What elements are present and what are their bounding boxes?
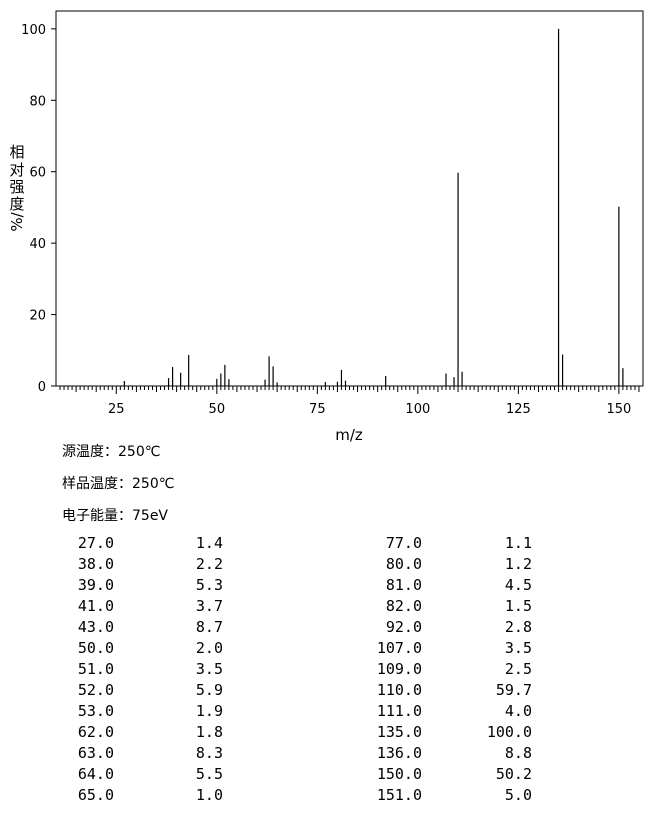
table-row: 65.0 1.0 151.0 5.0 — [0, 786, 652, 807]
table-row: 43.0 8.7 92.0 2.8 — [0, 618, 652, 639]
right-mz-cell: 77.0 — [385, 534, 422, 552]
y-axis-title-char: 对 — [9, 161, 24, 179]
minor-ticks — [59, 386, 640, 394]
right-mz-cell: 81.0 — [385, 576, 422, 594]
right-intensity-cell: 1.1 — [504, 534, 532, 552]
x-tick-label: 125 — [506, 402, 531, 417]
left-intensity-cell: 3.7 — [195, 597, 223, 615]
y-axis-ticks: 0 20 40 60 80 100 — [21, 23, 56, 395]
table-row: 64.0 5.5 150.0 50.2 — [0, 765, 652, 786]
right-mz-cell: 136.0 — [376, 744, 422, 762]
left-intensity-cell: 2.0 — [195, 639, 223, 657]
x-tick-label: 75 — [309, 402, 326, 417]
table-row: 27.0 1.4 77.0 1.1 — [0, 534, 652, 555]
right-intensity-cell: 5.0 — [504, 786, 532, 804]
left-mz-cell: 50.0 — [77, 639, 114, 657]
y-axis-title-unit: %/ — [8, 211, 26, 231]
peak-bars — [123, 28, 624, 386]
x-tick-label: 100 — [405, 402, 430, 417]
table-row: 51.0 3.5 109.0 2.5 — [0, 660, 652, 681]
right-mz-cell: 82.0 — [385, 597, 422, 615]
y-axis-title-char: 强 — [9, 178, 24, 196]
left-intensity-cell: 5.9 — [195, 681, 223, 699]
table-row: 62.0 1.8 135.0 100.0 — [0, 723, 652, 744]
table-row: 52.0 5.9 110.0 59.7 — [0, 681, 652, 702]
table-row: 41.0 3.7 82.0 1.5 — [0, 597, 652, 618]
right-intensity-cell: 50.2 — [495, 765, 532, 783]
x-axis-title: m/z — [335, 426, 363, 444]
right-intensity-cell: 4.0 — [504, 702, 532, 720]
table-row: 53.0 1.9 111.0 4.0 — [0, 702, 652, 723]
table-row: 63.0 8.3 136.0 8.8 — [0, 744, 652, 765]
left-mz-cell: 39.0 — [77, 576, 114, 594]
table-row: 39.0 5.3 81.0 4.5 — [0, 576, 652, 597]
right-intensity-cell: 4.5 — [504, 576, 532, 594]
x-tick-label: 50 — [209, 402, 226, 417]
left-mz-cell: 38.0 — [77, 555, 114, 573]
left-mz-cell: 53.0 — [77, 702, 114, 720]
left-mz-cell: 64.0 — [77, 765, 114, 783]
left-intensity-cell: 8.3 — [195, 744, 223, 762]
left-mz-cell: 52.0 — [77, 681, 114, 699]
right-mz-cell: 110.0 — [376, 681, 422, 699]
right-mz-cell: 135.0 — [376, 723, 422, 741]
table-row: 50.0 2.0 107.0 3.5 — [0, 639, 652, 660]
left-intensity-cell: 5.3 — [195, 576, 223, 594]
left-intensity-cell: 2.2 — [195, 555, 223, 573]
left-intensity-cell: 8.7 — [195, 618, 223, 636]
right-intensity-cell: 100.0 — [486, 723, 532, 741]
left-intensity-cell: 3.5 — [195, 660, 223, 678]
left-mz-cell: 51.0 — [77, 660, 114, 678]
y-tick-label: 40 — [29, 237, 46, 252]
y-tick-label: 0 — [38, 380, 46, 395]
y-axis-title-char: 度 — [9, 195, 24, 213]
left-intensity-cell: 1.4 — [195, 534, 223, 552]
right-intensity-cell: 2.5 — [504, 660, 532, 678]
left-intensity-cell: 1.9 — [195, 702, 223, 720]
left-mz-cell: 63.0 — [77, 744, 114, 762]
left-mz-cell: 43.0 — [77, 618, 114, 636]
right-intensity-cell: 2.8 — [504, 618, 532, 636]
left-mz-cell: 27.0 — [77, 534, 114, 552]
right-mz-cell: 111.0 — [376, 702, 422, 720]
y-tick-label: 20 — [29, 309, 46, 324]
left-mz-cell: 62.0 — [77, 723, 114, 741]
right-mz-cell: 150.0 — [376, 765, 422, 783]
y-tick-label: 100 — [21, 23, 46, 38]
x-axis-ticks: 25 50 75 100 125 150 — [108, 402, 631, 417]
right-intensity-cell: 59.7 — [495, 681, 532, 699]
right-intensity-cell: 1.2 — [504, 555, 532, 573]
left-intensity-cell: 5.5 — [195, 765, 223, 783]
y-axis-title-char: 相 — [9, 143, 24, 161]
right-mz-cell: 80.0 — [385, 555, 422, 573]
right-mz-cell: 151.0 — [376, 786, 422, 804]
table-row: 38.0 2.2 80.0 1.2 — [0, 555, 652, 576]
right-mz-cell: 109.0 — [376, 660, 422, 678]
x-tick-label: 150 — [606, 402, 631, 417]
right-intensity-cell: 8.8 — [504, 744, 532, 762]
right-intensity-cell: 3.5 — [504, 639, 532, 657]
y-tick-label: 60 — [29, 166, 46, 181]
sample-temperature: 样品温度：250℃ — [62, 476, 175, 492]
right-intensity-cell: 1.5 — [504, 597, 532, 615]
source-temperature: 源温度：250℃ — [62, 444, 161, 460]
right-mz-cell: 107.0 — [376, 639, 422, 657]
left-intensity-cell: 1.8 — [195, 723, 223, 741]
left-mz-cell: 41.0 — [77, 597, 114, 615]
electron-energy: 电子能量：75eV — [62, 508, 169, 524]
x-tick-label: 25 — [108, 402, 125, 417]
right-mz-cell: 92.0 — [385, 618, 422, 636]
plot-frame — [55, 10, 644, 387]
left-intensity-cell: 1.0 — [195, 786, 223, 804]
left-mz-cell: 65.0 — [77, 786, 114, 804]
y-tick-label: 80 — [29, 94, 46, 109]
